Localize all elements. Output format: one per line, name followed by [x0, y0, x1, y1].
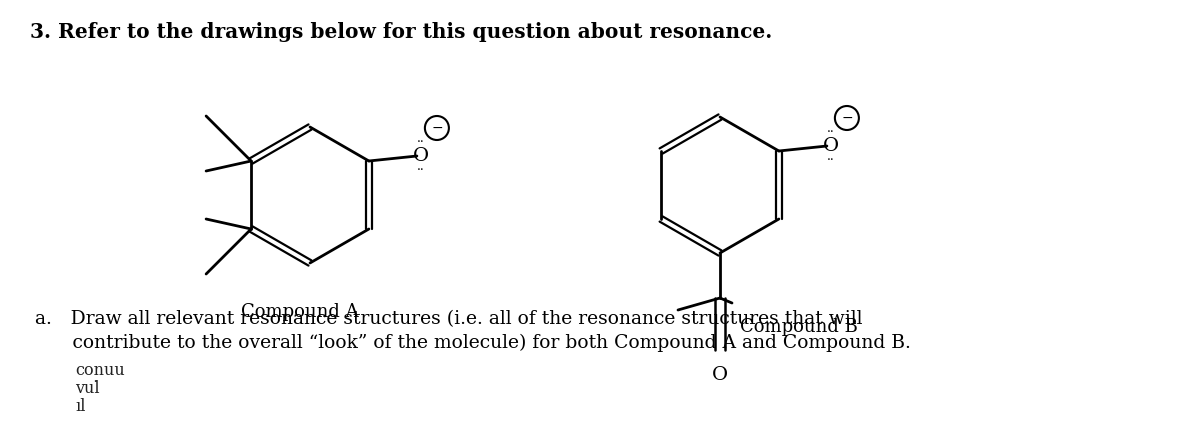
Text: O: O: [823, 137, 839, 155]
Text: O: O: [712, 366, 728, 384]
Text: ··: ··: [418, 163, 425, 176]
Text: ıl: ıl: [74, 398, 85, 415]
Text: −: −: [841, 111, 853, 125]
Text: vul̇: vul̇: [74, 380, 100, 397]
Text: O: O: [413, 147, 428, 165]
Text: contribute to the overall “look” of the molecule) for both Compound A and Compou: contribute to the overall “look” of the …: [35, 334, 911, 352]
Text: ··: ··: [827, 127, 835, 140]
Text: −: −: [431, 121, 443, 135]
Text: Compound A: Compound A: [241, 303, 359, 321]
Text: Compound B: Compound B: [740, 318, 858, 336]
Text: 3. Refer to the drawings below for this question about resonance.: 3. Refer to the drawings below for this …: [30, 22, 773, 42]
Text: a. Draw all relevant resonance structures (i.e. all of the resonance structures : a. Draw all relevant resonance structure…: [35, 310, 863, 328]
Text: ··: ··: [827, 154, 835, 166]
Text: ··: ··: [418, 137, 425, 149]
Text: conuu: conuu: [74, 362, 125, 379]
